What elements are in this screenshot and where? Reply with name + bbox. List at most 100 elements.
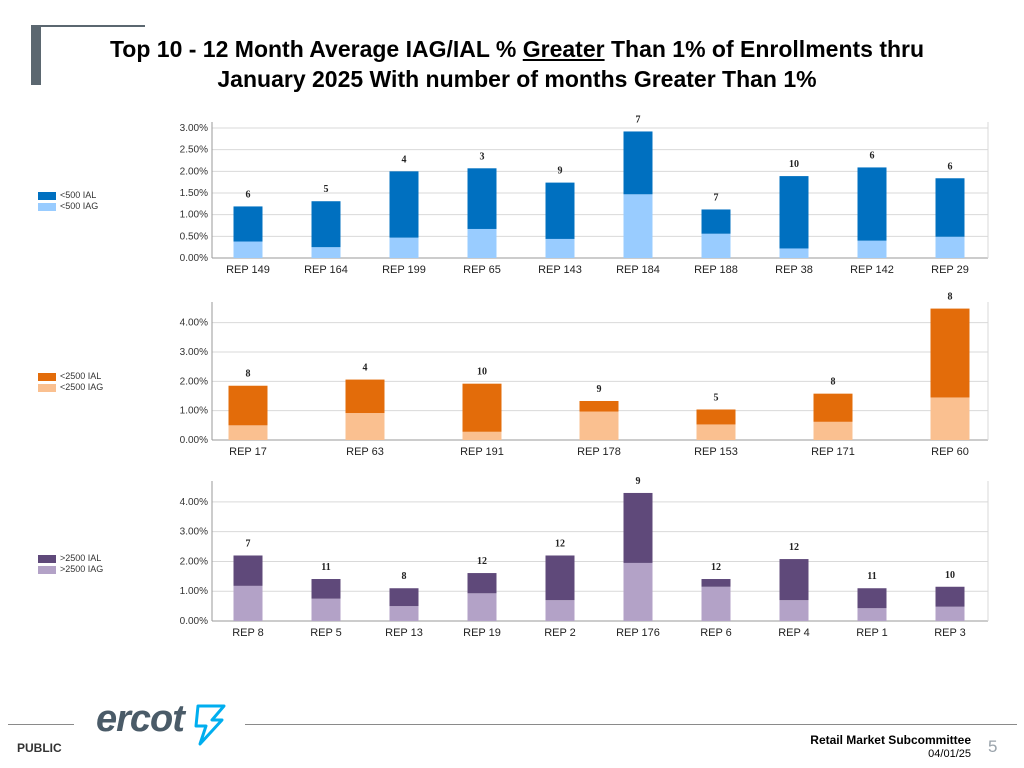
classification-label: PUBLIC bbox=[17, 741, 62, 755]
x-tick-label: REP 2 bbox=[544, 627, 576, 639]
bar-upper-segment bbox=[779, 176, 809, 249]
x-tick-label: REP 143 bbox=[538, 264, 582, 276]
chart-2: 0.00% 1.00% 2.00% 3.00% 4.00% 8 REP 17 4 REP 63 1… bbox=[180, 292, 989, 458]
legend-swatch bbox=[38, 202, 56, 211]
months-count-label: 8 bbox=[246, 369, 251, 380]
bar-upper-segment bbox=[389, 588, 419, 607]
bar-upper-segment bbox=[813, 393, 853, 422]
bar-lower-segment bbox=[930, 397, 970, 440]
months-count-label: 11 bbox=[867, 571, 876, 582]
chart1-legend: <500 IAL <500 IAG bbox=[38, 190, 98, 212]
bar-upper-segment bbox=[935, 586, 965, 607]
bar-upper-segment bbox=[467, 573, 497, 594]
legend-item: <2500 IAL bbox=[38, 371, 103, 382]
bar-lower-segment bbox=[696, 424, 736, 440]
x-tick-label: REP 142 bbox=[850, 264, 894, 276]
months-count-label: 12 bbox=[555, 538, 565, 549]
y-tick-label: 3.00% bbox=[180, 347, 208, 358]
months-count-label: 11 bbox=[321, 562, 330, 573]
bar-lower-segment bbox=[813, 421, 853, 440]
months-count-label: 5 bbox=[324, 184, 329, 195]
y-tick-label: 2.00% bbox=[180, 556, 208, 567]
bar-upper-segment bbox=[389, 171, 419, 238]
y-tick-label: 3.00% bbox=[180, 123, 208, 134]
x-tick-label: REP 164 bbox=[304, 264, 348, 276]
bar-lower-segment bbox=[467, 228, 497, 258]
footer-divider-left bbox=[8, 724, 74, 725]
x-tick-label: REP 171 bbox=[811, 446, 855, 458]
chart-1: 0.00% 0.50% 1.00% 1.50% 2.00% 2.50% 3.00% 6 REP … bbox=[180, 114, 989, 276]
y-tick-label: 3.00% bbox=[180, 527, 208, 538]
legend-swatch bbox=[38, 383, 56, 392]
legend-swatch bbox=[38, 565, 56, 574]
bar-upper-segment bbox=[696, 409, 736, 425]
months-count-label: 9 bbox=[636, 476, 641, 487]
months-count-label: 12 bbox=[711, 562, 721, 573]
bar-lower-segment bbox=[545, 238, 575, 258]
bar-lower-segment bbox=[311, 247, 341, 258]
months-count-label: 10 bbox=[945, 570, 955, 581]
months-count-label: 8 bbox=[402, 571, 407, 582]
legend-item: >2500 IAG bbox=[38, 564, 103, 575]
y-tick-label: 4.00% bbox=[180, 318, 208, 329]
months-count-label: 7 bbox=[714, 192, 719, 203]
legend-item: <500 IAL bbox=[38, 190, 98, 201]
legend-label: <500 IAG bbox=[60, 201, 99, 211]
x-tick-label: REP 3 bbox=[934, 627, 966, 639]
y-tick-label: 2.00% bbox=[180, 166, 208, 177]
months-count-label: 8 bbox=[948, 292, 953, 303]
title-line1-underlined: Greater bbox=[522, 36, 605, 62]
bar-upper-segment bbox=[779, 559, 809, 601]
months-count-label: 12 bbox=[477, 556, 487, 567]
x-tick-label: REP 65 bbox=[463, 264, 501, 276]
x-tick-label: REP 38 bbox=[775, 264, 813, 276]
bar-lower-segment bbox=[311, 598, 341, 621]
y-tick-label: 1.00% bbox=[180, 210, 208, 221]
months-count-label: 10 bbox=[789, 159, 799, 170]
x-tick-label: REP 188 bbox=[694, 264, 738, 276]
bar-lower-segment bbox=[779, 248, 809, 258]
x-tick-label: REP 1 bbox=[856, 627, 888, 639]
y-tick-label: 2.50% bbox=[180, 145, 208, 156]
bar-lower-segment bbox=[389, 237, 419, 258]
bar-upper-segment bbox=[311, 201, 341, 248]
bar-upper-segment bbox=[623, 492, 653, 563]
x-tick-label: REP 153 bbox=[694, 446, 738, 458]
x-tick-label: REP 176 bbox=[616, 627, 660, 639]
x-tick-label: REP 60 bbox=[931, 446, 969, 458]
months-count-label: 6 bbox=[246, 189, 251, 200]
bar-lower-segment bbox=[389, 606, 419, 621]
bar-upper-segment bbox=[345, 379, 385, 414]
ercot-logo-icon bbox=[194, 704, 226, 746]
months-count-label: 6 bbox=[870, 150, 875, 161]
bar-upper-segment bbox=[701, 209, 731, 234]
chart-3: 0.00% 1.00% 2.00% 3.00% 4.00% 7 REP 8 11 REP 5 8 R… bbox=[180, 476, 989, 639]
legend-label: <2500 IAL bbox=[60, 371, 102, 381]
title-accent-line bbox=[41, 25, 145, 27]
bar-upper-segment bbox=[623, 131, 653, 195]
x-tick-label: REP 29 bbox=[931, 264, 969, 276]
bar-upper-segment bbox=[930, 308, 970, 398]
x-tick-label: REP 191 bbox=[460, 446, 504, 458]
bar-lower-segment bbox=[228, 425, 268, 440]
bar-lower-segment bbox=[779, 600, 809, 621]
bar-lower-segment bbox=[579, 411, 619, 440]
title-line2: January 2025 With number of months Great… bbox=[217, 66, 817, 92]
bar-lower-segment bbox=[545, 600, 575, 621]
bar-lower-segment bbox=[857, 608, 887, 621]
x-tick-label: REP 19 bbox=[463, 627, 501, 639]
y-tick-label: 0.50% bbox=[180, 231, 208, 242]
bar-upper-segment bbox=[857, 588, 887, 609]
legend-swatch bbox=[38, 191, 56, 200]
legend-item: >2500 IAL bbox=[38, 553, 103, 564]
chart3-legend: >2500 IAL >2500 IAG bbox=[38, 553, 103, 575]
x-tick-label: REP 8 bbox=[232, 627, 264, 639]
x-tick-label: REP 199 bbox=[382, 264, 426, 276]
months-count-label: 7 bbox=[246, 538, 251, 549]
page-number: 5 bbox=[988, 737, 998, 756]
bar-lower-segment bbox=[345, 413, 385, 440]
bar-lower-segment bbox=[857, 240, 887, 258]
x-tick-label: REP 184 bbox=[616, 264, 660, 276]
bar-upper-segment bbox=[233, 555, 263, 586]
bar-upper-segment bbox=[545, 555, 575, 601]
